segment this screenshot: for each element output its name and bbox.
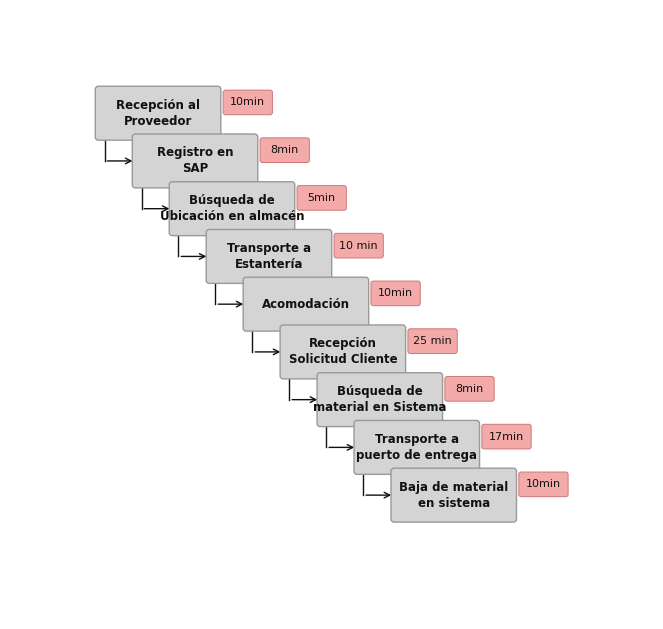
FancyBboxPatch shape bbox=[408, 329, 457, 353]
FancyBboxPatch shape bbox=[133, 134, 258, 188]
Text: 5min: 5min bbox=[308, 193, 335, 203]
Text: 10min: 10min bbox=[230, 97, 265, 108]
Text: Búsqueda de
Ubicación en almacén: Búsqueda de Ubicación en almacén bbox=[160, 194, 304, 223]
FancyBboxPatch shape bbox=[334, 233, 383, 258]
Text: 8min: 8min bbox=[271, 145, 299, 155]
Text: Acomodación: Acomodación bbox=[262, 298, 350, 311]
Text: Búsqueda de
material en Sistema: Búsqueda de material en Sistema bbox=[313, 385, 447, 414]
Text: 10min: 10min bbox=[378, 288, 413, 298]
FancyBboxPatch shape bbox=[371, 281, 420, 306]
FancyBboxPatch shape bbox=[317, 373, 443, 426]
FancyBboxPatch shape bbox=[95, 86, 221, 140]
Text: Recepción
Solicitud Cliente: Recepción Solicitud Cliente bbox=[288, 337, 397, 367]
FancyBboxPatch shape bbox=[260, 138, 310, 162]
FancyBboxPatch shape bbox=[482, 425, 531, 449]
FancyBboxPatch shape bbox=[223, 90, 272, 114]
FancyBboxPatch shape bbox=[519, 472, 568, 497]
Text: 10 min: 10 min bbox=[339, 241, 378, 250]
FancyBboxPatch shape bbox=[280, 325, 406, 379]
Text: 17min: 17min bbox=[489, 431, 524, 442]
Text: Baja de material
en sistema: Baja de material en sistema bbox=[399, 481, 509, 509]
Text: 10min: 10min bbox=[526, 479, 561, 489]
Text: Transporte a
Estantería: Transporte a Estantería bbox=[227, 242, 311, 271]
FancyBboxPatch shape bbox=[354, 420, 479, 474]
Text: Registro en
SAP: Registro en SAP bbox=[156, 147, 233, 175]
Text: 25 min: 25 min bbox=[413, 336, 452, 346]
FancyBboxPatch shape bbox=[206, 230, 332, 284]
Text: 8min: 8min bbox=[455, 384, 483, 394]
FancyBboxPatch shape bbox=[445, 377, 494, 401]
FancyBboxPatch shape bbox=[243, 277, 369, 331]
FancyBboxPatch shape bbox=[391, 468, 516, 522]
FancyBboxPatch shape bbox=[297, 186, 346, 210]
Text: Transporte a
puerto de entrega: Transporte a puerto de entrega bbox=[356, 433, 477, 462]
Text: Recepción al
Proveedor: Recepción al Proveedor bbox=[116, 99, 200, 128]
FancyBboxPatch shape bbox=[169, 182, 295, 236]
